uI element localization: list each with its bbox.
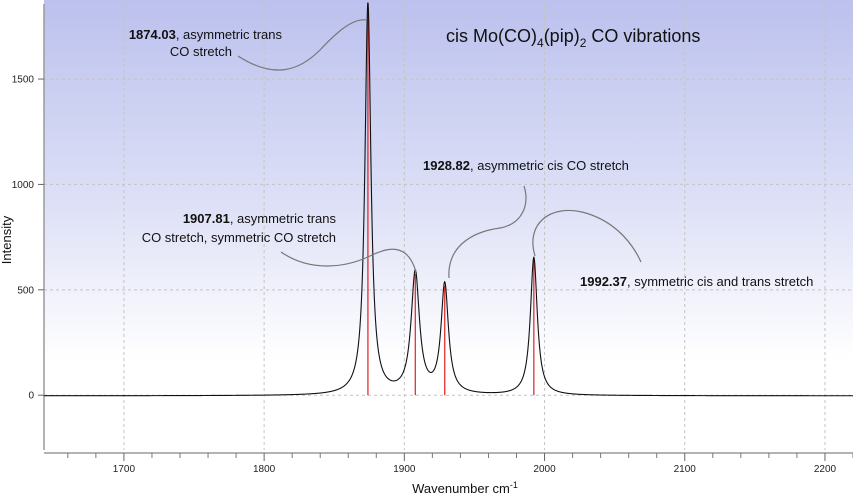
annotation-1907-line1: 1907.81, asymmetric trans [183,211,337,226]
annotation-1874-line1: 1874.03, asymmetric trans [129,27,283,42]
leader-1992 [532,210,642,263]
annotation-leaders [237,19,642,279]
x-tick-label-2000: 2000 [533,464,556,475]
annotation-1874-value: 1874.03 [129,27,176,42]
annotation-1992: 1992.37, symmetric cis and trans stretch [580,274,813,289]
x-axis-ticks: 1700 1800 1900 2000 2100 2200 [67,453,853,475]
x-axis-title: Wavenumber cm-1 [412,480,518,495]
title-subscript-2: 2 [580,36,587,50]
leader-1928 [448,185,527,279]
annotation-1874-text: , asymmetric trans [176,27,283,42]
y-tick-label-1500: 1500 [12,75,35,86]
annotation-1928-text: , asymmetric cis CO stretch [470,158,629,173]
y-axis-ticks: 0 500 1000 1500 [12,75,44,402]
x-tick-label-2100: 2100 [674,464,697,475]
x-axis-title-text: Wavenumber cm [412,481,510,495]
spectrum-line [44,2,853,397]
annotation-1907-value: 1907.81 [183,211,230,226]
annotation-1907-line2: CO stretch, symmetric CO stretch [142,230,336,245]
peak-markers [367,3,535,396]
annotation-1992-value: 1992.37 [580,274,627,289]
annotation-1928-value: 1928.82 [423,158,470,173]
leader-1907 [280,248,417,273]
x-tick-label-2200: 2200 [814,464,837,475]
title-prefix: cis Mo(CO) [446,26,537,46]
chart-title: cis Mo(CO)4(pip)2 CO vibrations [446,26,700,50]
annotation-1874-line2: CO stretch [170,44,232,59]
y-tick-label-0: 0 [28,391,34,402]
plot-background [44,0,853,450]
y-axis-title: Intensity [0,215,14,264]
x-tick-label-1800: 1800 [253,464,276,475]
annotation-1928: 1928.82, asymmetric cis CO stretch [423,158,629,173]
title-suffix: CO vibrations [586,26,700,46]
annotation-1907-text: , asymmetric trans [230,211,337,226]
x-tick-label-1700: 1700 [113,464,136,475]
annotation-1992-text: , symmetric cis and trans stretch [627,274,813,289]
y-tick-label-1000: 1000 [12,180,35,191]
leader-1874 [237,19,367,71]
x-tick-label-1900: 1900 [393,464,416,475]
title-middle: (pip) [544,26,580,46]
x-axis-title-superscript: -1 [510,480,518,490]
y-tick-label-500: 500 [17,285,34,296]
title-subscript-1: 4 [537,36,544,50]
